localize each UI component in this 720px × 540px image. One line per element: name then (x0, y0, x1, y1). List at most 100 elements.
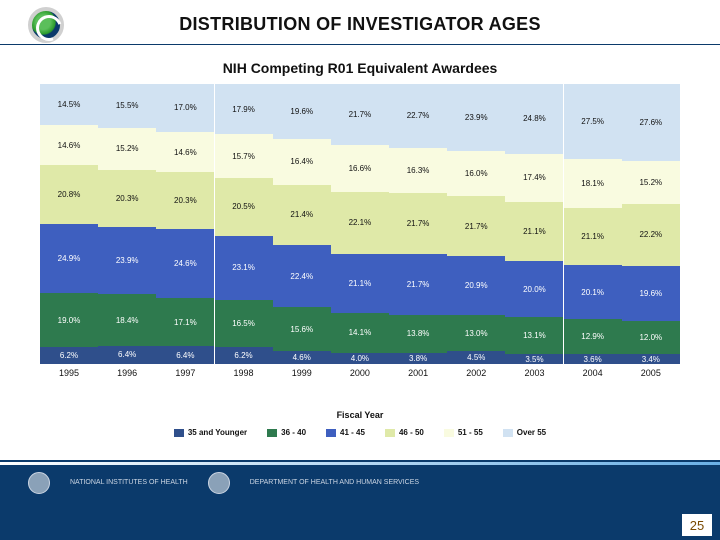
chart-segment: 21.7% (447, 196, 505, 257)
legend-label: 41 - 45 (340, 428, 365, 437)
chart-column: 21.7% 16.6%22.1% 21.1% 14.1% 4.0% (331, 84, 389, 364)
x-axis-title: Fiscal Year (38, 410, 682, 420)
segment-label: 13.8% (407, 329, 430, 338)
segment-label: 15.5% (116, 101, 139, 110)
segment-label: 3.4% (642, 355, 660, 364)
content-area: DISTRIBUTION OF INVESTIGATOR AGES NIH Co… (0, 0, 720, 460)
chart-segment: 21.4% (273, 185, 331, 245)
segment-label: 22.4% (290, 272, 313, 281)
chart-segment: 22.1% (331, 192, 389, 254)
segment-label: 22.2% (639, 230, 662, 239)
segment-label: 14.1% (349, 328, 372, 337)
chart-segment: 15.2% (98, 128, 156, 171)
chart: NIH Competing R01 Equivalent Awardees 14… (38, 60, 682, 440)
chart-title: NIH Competing R01 Equivalent Awardees (38, 60, 682, 76)
chart-segment: 3.5% (505, 354, 563, 364)
legend-label: 46 - 50 (399, 428, 424, 437)
segment-label: 16.5% (232, 319, 255, 328)
segment-label: 20.3% (116, 194, 139, 203)
segment-label: 22.7% (407, 111, 430, 120)
footer-org1: NATIONAL INSTITUTES OF HEALTH (70, 479, 188, 486)
chart-segment: 19.6% (622, 266, 680, 321)
segment-label: 23.9% (116, 256, 139, 265)
segment-label: 20.0% (523, 285, 546, 294)
chart-segment: 12.9% (564, 319, 622, 354)
legend-item: Over 55 (503, 428, 546, 437)
chart-segment: 6.2% (215, 347, 273, 364)
chart-segment: 13.8% (389, 315, 447, 354)
segment-label: 21.1% (349, 279, 372, 288)
segment-label: 19.6% (639, 289, 662, 298)
chart-segment: 4.0% (331, 353, 389, 364)
chart-segment: 6.2% (40, 347, 98, 364)
segment-label: 3.8% (409, 354, 427, 363)
chart-plot-area: 14.5%14.6%20.8%24.9%19.0%6.2%199515.5%15… (40, 84, 680, 384)
segment-label: 16.3% (407, 166, 430, 175)
chart-segment: 12.0% (622, 321, 680, 355)
legend-item: 35 and Younger (174, 428, 247, 437)
segment-label: 21.7% (407, 280, 430, 289)
chart-segment: 6.4% (156, 346, 214, 364)
footer-org2: DEPARTMENT OF HEALTH AND HUMAN SERVICES (250, 479, 419, 486)
segment-label: 17.4% (523, 173, 546, 182)
chart-segment: 20.8% (40, 165, 98, 223)
chart-segment: 3.4% (622, 354, 680, 364)
x-tick-label: 1997 (156, 368, 214, 378)
x-tick-label: 1998 (215, 368, 273, 378)
chart-column: 24.8%17.4%21.1%20.0%13.1%3.5% (505, 84, 563, 364)
chart-segment: 16.6% (331, 145, 389, 192)
segment-label: 16.0% (465, 169, 488, 178)
chart-segment: 18.4% (98, 294, 156, 346)
chart-segment: 15.7% (215, 134, 273, 178)
segment-label: 15.6% (290, 325, 313, 334)
chart-segment: 15.2% (622, 161, 680, 204)
legend-item: 51 - 55 (444, 428, 483, 437)
chart-segment: 27.5% (564, 84, 622, 159)
x-tick-label: 2000 (331, 368, 389, 378)
chart-segment: 14.1% (331, 313, 389, 353)
chart-segment: 4.6% (273, 351, 331, 364)
chart-column: 22.7% 16.3% 21.7% 21.7% 13.8% 3.8% (389, 84, 447, 364)
chart-segment: 20.0% (505, 261, 563, 317)
chart-segment: 21.1% (564, 208, 622, 265)
chart-segment: 20.3% (98, 170, 156, 227)
chart-segment: 20.5% (215, 178, 273, 235)
x-tick-label: 1996 (98, 368, 156, 378)
chart-segment: 16.5% (215, 300, 273, 346)
segment-label: 24.6% (174, 259, 197, 268)
chart-segment: 3.6% (564, 354, 622, 364)
chart-segment: 20.3% (156, 172, 214, 229)
x-tick-label: 2001 (389, 368, 447, 378)
segment-label: 21.7% (407, 219, 430, 228)
chart-segment: 21.1% (331, 254, 389, 313)
chart-segment: 24.6% (156, 229, 214, 298)
segment-label: 20.8% (58, 190, 81, 199)
legend-swatch-icon (267, 429, 277, 437)
chart-column: 15.5% 15.2% 20.3% 23.9% 18.4% 6.4% (98, 84, 156, 364)
segment-label: 18.1% (581, 179, 604, 188)
chart-column: 23.9%16.0%21.7%20.9%13.0%4.5% (447, 84, 505, 364)
segment-label: 6.4% (118, 350, 136, 359)
chart-segment: 15.5% (98, 84, 156, 128)
chart-segment: 22.2% (622, 204, 680, 266)
title-band: DISTRIBUTION OF INVESTIGATOR AGES (0, 5, 720, 45)
segment-label: 13.0% (465, 329, 488, 338)
chart-segment: 23.9% (98, 227, 156, 294)
x-tick-label: 2002 (447, 368, 505, 378)
nih-seal-icon (28, 472, 50, 494)
legend-label: 35 and Younger (188, 428, 247, 437)
chart-segment: 14.6% (156, 132, 214, 173)
segment-label: 21.7% (349, 110, 372, 119)
segment-label: 21.4% (290, 210, 313, 219)
segment-label: 17.9% (232, 105, 255, 114)
segment-label: 15.2% (639, 178, 662, 187)
chart-column: 27.5%18.1%21.1%20.1%12.9%3.6% (564, 84, 622, 364)
segment-label: 16.4% (290, 157, 313, 166)
slide: DISTRIBUTION OF INVESTIGATOR AGES NIH Co… (0, 0, 720, 540)
chart-segment: 17.4% (505, 154, 563, 203)
segment-label: 17.0% (174, 103, 197, 112)
chart-column: 17.9%15.7%20.5%23.1%16.5%6.2% (215, 84, 273, 364)
chart-segment: 14.5% (40, 84, 98, 125)
segment-label: 6.4% (176, 351, 194, 360)
legend-label: 36 - 40 (281, 428, 306, 437)
